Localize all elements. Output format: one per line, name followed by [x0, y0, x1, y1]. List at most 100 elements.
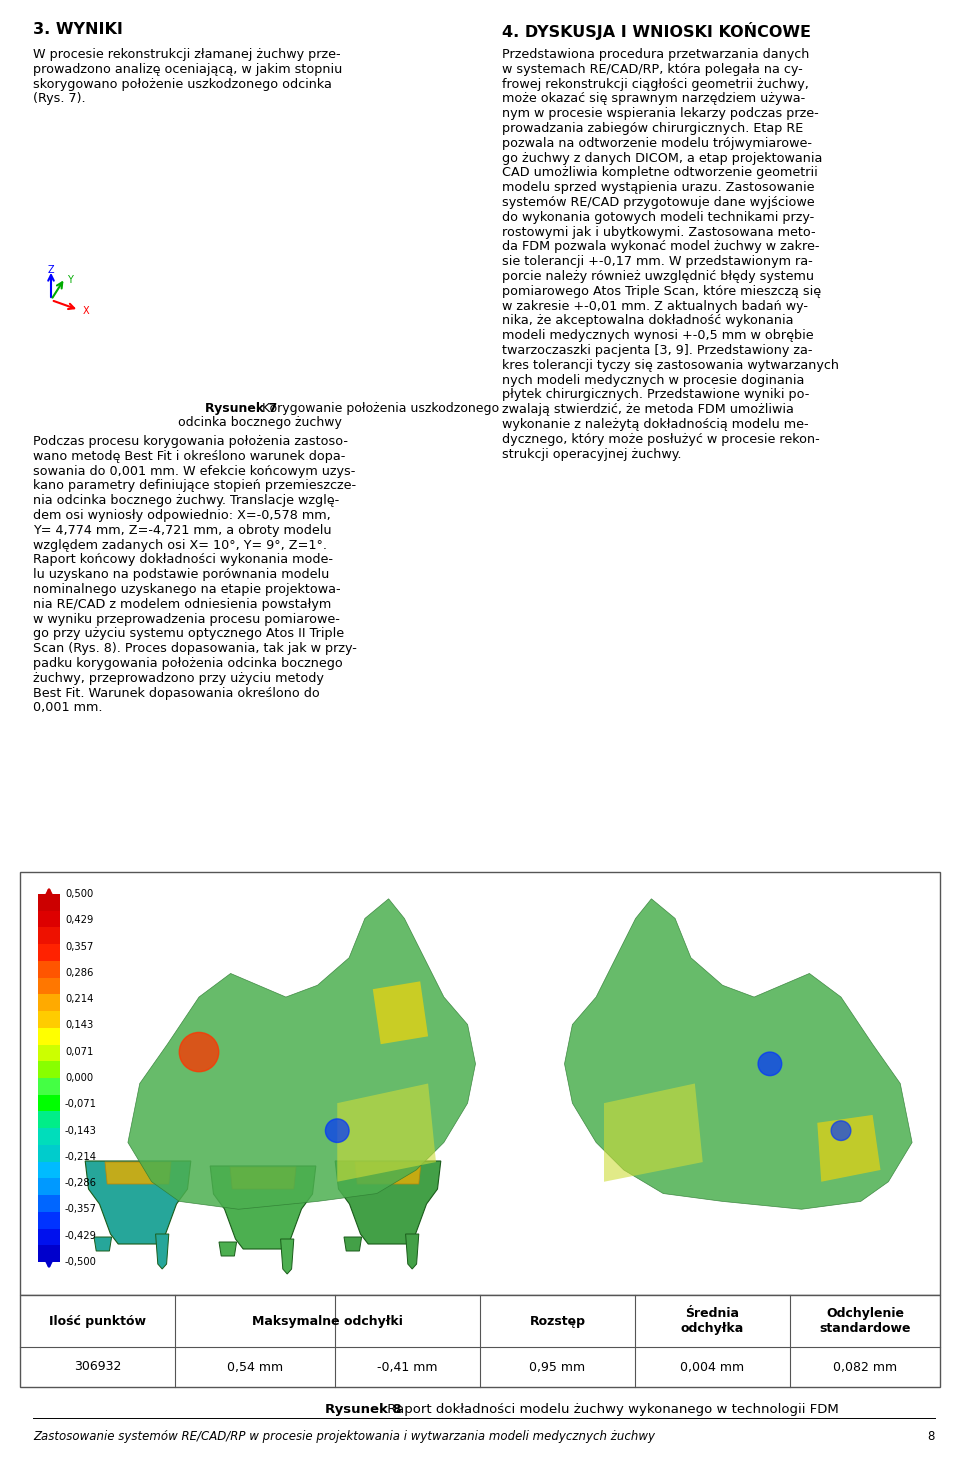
- Polygon shape: [335, 1161, 441, 1244]
- Polygon shape: [105, 1162, 171, 1184]
- Text: 0,143: 0,143: [65, 1020, 93, 1031]
- Bar: [38, 994, 60, 1012]
- Polygon shape: [94, 1237, 111, 1252]
- Text: Odchylenie
standardowe: Odchylenie standardowe: [819, 1307, 911, 1335]
- Text: kano parametry definiujące stopień przemieszcze-: kano parametry definiujące stopień przem…: [33, 479, 356, 492]
- Bar: [38, 1111, 60, 1129]
- Bar: [38, 978, 60, 994]
- Text: -0,071: -0,071: [65, 1099, 97, 1110]
- Text: w wyniku przeprowadzenia procesu pomiarowe-: w wyniku przeprowadzenia procesu pomiaro…: [33, 612, 340, 625]
- Text: odcinka bocznego żuchwy: odcinka bocznego żuchwy: [178, 416, 342, 429]
- Text: 0,54 mm: 0,54 mm: [227, 1360, 283, 1373]
- Text: -0,41 mm: -0,41 mm: [377, 1360, 438, 1373]
- Bar: [38, 1129, 60, 1145]
- Text: Średnia
odchyłka: Średnia odchyłka: [681, 1307, 744, 1335]
- Text: Maksymalne odchyłki: Maksymalne odchyłki: [252, 1315, 403, 1328]
- Text: da FDM pozwala wykonać model żuchwy w zakre-: da FDM pozwala wykonać model żuchwy w za…: [502, 240, 820, 253]
- Text: porcie należy również uwzględnić błędy systemu: porcie należy również uwzględnić błędy s…: [502, 269, 814, 283]
- Polygon shape: [156, 1234, 169, 1269]
- Text: -0,357: -0,357: [65, 1205, 97, 1215]
- Text: Podczas procesu korygowania położenia zastoso-: Podczas procesu korygowania położenia za…: [33, 435, 348, 448]
- Text: pomiarowego Atos Triple Scan, które mieszczą się: pomiarowego Atos Triple Scan, które mies…: [502, 285, 821, 297]
- Bar: [38, 1078, 60, 1095]
- Bar: [38, 1145, 60, 1161]
- Bar: [38, 1044, 60, 1061]
- Text: skorygowano położenie uszkodzonego odcinka: skorygowano położenie uszkodzonego odcin…: [33, 78, 332, 91]
- Text: prowadzania zabiegów chirurgicznych. Etap RE: prowadzania zabiegów chirurgicznych. Eta…: [502, 122, 804, 135]
- Polygon shape: [564, 899, 912, 1209]
- Text: rostowymi jak i ubytkowymi. Zastosowana meto-: rostowymi jak i ubytkowymi. Zastosowana …: [502, 225, 816, 239]
- Bar: [38, 1179, 60, 1195]
- Bar: [38, 1161, 60, 1179]
- Text: 8: 8: [927, 1430, 935, 1444]
- Text: Rysunek 7: Rysunek 7: [205, 403, 277, 414]
- Bar: [38, 960, 60, 978]
- Text: płytek chirurgicznych. Przedstawione wyniki po-: płytek chirurgicznych. Przedstawione wyn…: [502, 388, 809, 401]
- Text: X: X: [83, 306, 89, 316]
- Text: W procesie rekonstrukcji złamanej żuchwy prze-: W procesie rekonstrukcji złamanej żuchwy…: [33, 48, 341, 61]
- Text: nominalnego uzyskanego na etapie projektowa-: nominalnego uzyskanego na etapie projekt…: [33, 583, 341, 596]
- Polygon shape: [405, 1234, 419, 1269]
- Bar: [38, 1195, 60, 1212]
- Text: dycznego, który może posłużyć w procesie rekon-: dycznego, który może posłużyć w procesie…: [502, 433, 820, 447]
- Text: w systemach RE/CAD/RP, która polegała na cy-: w systemach RE/CAD/RP, która polegała na…: [502, 63, 803, 76]
- Text: dem osi wyniosły odpowiednio: X=-0,578 mm,: dem osi wyniosły odpowiednio: X=-0,578 m…: [33, 509, 331, 523]
- Text: 0,429: 0,429: [65, 915, 93, 925]
- Bar: [38, 1212, 60, 1228]
- Text: -0,500: -0,500: [65, 1258, 97, 1266]
- Text: prowadzono analizę oceniającą, w jakim stopniu: prowadzono analizę oceniającą, w jakim s…: [33, 63, 343, 76]
- Text: systemów RE/CAD przygotowuje dane wyjściowe: systemów RE/CAD przygotowuje dane wyjści…: [502, 196, 815, 209]
- Text: 0,082 mm: 0,082 mm: [833, 1360, 897, 1373]
- Polygon shape: [344, 1237, 362, 1252]
- Polygon shape: [219, 1241, 236, 1256]
- Text: modelu sprzed wystąpienia urazu. Zastosowanie: modelu sprzed wystąpienia urazu. Zastoso…: [502, 182, 814, 195]
- Text: Scan (Rys. 8). Proces dopasowania, tak jak w przy-: Scan (Rys. 8). Proces dopasowania, tak j…: [33, 643, 357, 656]
- Text: wykonanie z należytą dokładnością modelu me-: wykonanie z należytą dokładnością modelu…: [502, 419, 808, 430]
- Bar: [38, 911, 60, 928]
- Text: lu uzyskano na podstawie porównania modelu: lu uzyskano na podstawie porównania mode…: [33, 568, 329, 581]
- Bar: [38, 1012, 60, 1028]
- Circle shape: [831, 1121, 851, 1140]
- Text: twarzoczaszki pacjenta [3, 9]. Przedstawiony za-: twarzoczaszki pacjenta [3, 9]. Przedstaw…: [502, 344, 812, 357]
- Text: -0,286: -0,286: [65, 1179, 97, 1189]
- Polygon shape: [372, 981, 428, 1044]
- Text: Y: Y: [67, 275, 73, 285]
- Bar: [20, 1296, 940, 1386]
- Text: do wykonania gotowych modeli technikami przy-: do wykonania gotowych modeli technikami …: [502, 211, 814, 224]
- Text: 306932: 306932: [74, 1360, 121, 1373]
- Text: sowania do 0,001 mm. W efekcie końcowym uzys-: sowania do 0,001 mm. W efekcie końcowym …: [33, 464, 355, 477]
- Bar: [38, 1228, 60, 1246]
- Polygon shape: [355, 1162, 421, 1184]
- Circle shape: [180, 1032, 219, 1072]
- Text: (Rys. 7).: (Rys. 7).: [33, 92, 85, 105]
- Text: Z: Z: [48, 265, 55, 275]
- Text: 0,214: 0,214: [65, 994, 93, 1004]
- Text: 0,001 mm.: 0,001 mm.: [33, 701, 103, 714]
- Bar: [38, 895, 60, 911]
- Text: nych modeli medycznych w procesie doginania: nych modeli medycznych w procesie dogina…: [502, 373, 804, 386]
- Text: nym w procesie wspierania lekarzy podczas prze-: nym w procesie wspierania lekarzy podcza…: [502, 107, 819, 120]
- Text: 0,95 mm: 0,95 mm: [529, 1360, 586, 1373]
- Bar: [20, 873, 940, 1296]
- Text: strukcji operacyjnej żuchwy.: strukcji operacyjnej żuchwy.: [502, 448, 682, 461]
- Text: -0,143: -0,143: [65, 1126, 97, 1136]
- Text: w zakresie +-0,01 mm. Z aktualnych badań wy-: w zakresie +-0,01 mm. Z aktualnych badań…: [502, 300, 808, 313]
- Text: Best Fit. Warunek dopasowania określono do: Best Fit. Warunek dopasowania określono …: [33, 687, 320, 700]
- Text: Zastosowanie systemów RE/CAD/RP w procesie projektowania i wytwarzania modeli me: Zastosowanie systemów RE/CAD/RP w proces…: [33, 1430, 655, 1444]
- Text: Rysunek 8: Rysunek 8: [325, 1403, 401, 1416]
- Text: Y= 4,774 mm, Z=-4,721 mm, a obroty modelu: Y= 4,774 mm, Z=-4,721 mm, a obroty model…: [33, 524, 331, 537]
- Text: Raport końcowy dokładności wykonania mode-: Raport końcowy dokładności wykonania mod…: [33, 553, 333, 567]
- Text: nia RE/CAD z modelem odniesienia powstałym: nia RE/CAD z modelem odniesienia powstał…: [33, 597, 331, 610]
- Text: Rozstęp: Rozstęp: [530, 1315, 586, 1328]
- Text: nika, że akceptowalna dokładność wykonania: nika, że akceptowalna dokładność wykonan…: [502, 315, 794, 328]
- Text: 0,500: 0,500: [65, 889, 93, 899]
- Bar: [38, 1095, 60, 1111]
- Text: 0,286: 0,286: [65, 968, 93, 978]
- Polygon shape: [85, 1161, 191, 1244]
- Polygon shape: [210, 1165, 316, 1249]
- Bar: [38, 1061, 60, 1078]
- Text: go żuchwy z danych DICOM, a etap projektowania: go żuchwy z danych DICOM, a etap projekt…: [502, 152, 823, 164]
- Polygon shape: [337, 1083, 436, 1181]
- Bar: [38, 1246, 60, 1262]
- Polygon shape: [280, 1239, 294, 1274]
